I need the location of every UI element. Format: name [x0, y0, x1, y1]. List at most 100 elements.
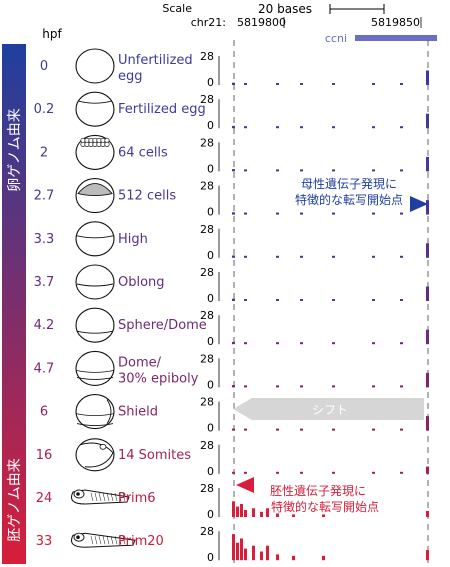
coverage-peak	[244, 169, 247, 172]
coverage-track: 28 0	[200, 525, 429, 564]
coverage-peak	[300, 126, 303, 129]
coverage-track: 28 0	[200, 50, 429, 89]
stage-label: Oblong	[118, 275, 165, 290]
coverage-peak	[400, 471, 403, 474]
coverage-peak	[372, 255, 375, 258]
coverage-peak	[400, 428, 403, 431]
track-max-label: 28	[200, 525, 214, 538]
stage-hpf: 6	[40, 405, 48, 420]
coverage-peak	[276, 513, 279, 517]
embryo-icon	[75, 91, 115, 127]
stage-hpf: 16	[36, 448, 53, 463]
stage-label: Dome/	[118, 355, 162, 370]
track-zero-label: 0	[207, 249, 214, 262]
track-max-label: 28	[200, 439, 214, 452]
coverage-peak	[372, 212, 375, 215]
coverage-peak	[332, 169, 335, 172]
coverage-peak	[426, 466, 429, 474]
coverage-peak	[300, 169, 303, 172]
coverage-peak	[276, 342, 279, 345]
scale-value: 20 bases	[258, 2, 312, 16]
shift-arrow: シフト	[233, 398, 424, 420]
coverage-peak	[276, 428, 279, 431]
coverage-peak	[300, 471, 303, 474]
coverage-peak	[426, 113, 429, 129]
coverage-peak	[372, 428, 375, 431]
shift-arrow-icon	[233, 398, 424, 420]
track-zero-label: 0	[207, 162, 214, 175]
hpf-label: hpf	[42, 27, 62, 41]
maternal-annotation: 母性遺伝子発現に 特徴的な転写開始点	[295, 176, 428, 212]
coverage-peak	[300, 428, 303, 431]
stage-row: 33 Prim20 28 0	[36, 525, 429, 564]
track-max-label: 28	[200, 180, 214, 193]
track-max-label: 28	[200, 223, 214, 236]
coverage-peak	[332, 299, 335, 301]
stage-label: 64 cells	[118, 145, 168, 160]
stage-hpf: 3.3	[34, 232, 55, 247]
coverage-peak	[276, 126, 279, 129]
maternal-annotation-line2: 特徴的な転写開始点	[295, 192, 403, 207]
coverage-peak	[232, 255, 235, 258]
stage-label: Shield	[118, 405, 158, 420]
track-max-label: 28	[200, 482, 214, 495]
coverage-peak	[332, 212, 335, 215]
coverage-peak	[244, 299, 247, 301]
embryo-icon	[75, 350, 115, 386]
maternal-origin-label: 卵ゲノム由来	[7, 108, 23, 192]
coverage-peak	[276, 471, 279, 474]
track-zero-label: 0	[207, 119, 214, 132]
coverage-peak	[322, 514, 325, 517]
position-right-label: 5819850	[371, 16, 420, 29]
coverage-peak	[252, 545, 255, 561]
coverage-peak	[332, 428, 335, 431]
coverage-track: 28 0	[200, 180, 429, 219]
coverage-peak	[400, 83, 403, 85]
stage-hpf: 2	[40, 145, 48, 160]
coverage-peak	[232, 169, 235, 172]
maternal-annotation-line1: 母性遺伝子発現に	[301, 176, 397, 191]
coverage-peak	[244, 342, 247, 345]
embryo-icon	[75, 48, 115, 84]
coverage-peak	[426, 156, 429, 172]
stage-label: Fertilized egg	[118, 102, 206, 117]
track-zero-label: 0	[207, 551, 214, 564]
coverage-peak	[244, 255, 247, 258]
chromosome-label: chr21:	[191, 16, 226, 29]
embryo-icon	[71, 532, 136, 548]
coverage-peak	[426, 372, 429, 388]
coverage-peak	[332, 471, 335, 474]
stage-row: 3.7 Oblong 28 0	[34, 264, 429, 305]
coverage-peak	[240, 538, 243, 561]
stage-label: Prim20	[118, 534, 164, 549]
coverage-peak	[232, 428, 235, 431]
coverage-peak	[244, 212, 247, 215]
coverage-peak	[426, 243, 429, 258]
coverage-peak	[260, 511, 263, 517]
origin-gradient-bar: 卵ゲノム由来 胚ゲノム由来	[2, 44, 26, 564]
zygotic-annotation-line1: 胚性遺伝子発現に	[270, 483, 366, 498]
coverage-peak	[232, 82, 235, 85]
coverage-peak	[266, 545, 269, 561]
stage-label: 14 Somites	[118, 448, 191, 463]
coverage-peak	[400, 385, 403, 388]
coverage-track: 28 0	[200, 439, 429, 478]
embryo-icon	[75, 438, 115, 472]
track-max-label: 28	[200, 352, 214, 365]
coverage-peak	[372, 299, 375, 301]
coverage-peak	[332, 83, 335, 85]
coverage-peak	[276, 385, 279, 388]
shift-label: シフト	[312, 403, 348, 417]
embryo-icon	[75, 307, 115, 343]
embryo-icon	[75, 178, 115, 214]
stage-row: 24 Prim6 28 0	[36, 482, 429, 521]
coverage-peak	[332, 385, 335, 388]
coverage-track: 28 0	[200, 93, 429, 132]
stage-row: 3.3 High 28 0	[34, 221, 429, 262]
coverage-track: 28 0	[200, 396, 429, 435]
coverage-peak	[236, 542, 239, 561]
coverage-peak	[372, 169, 375, 172]
track-max-label: 28	[200, 266, 214, 279]
